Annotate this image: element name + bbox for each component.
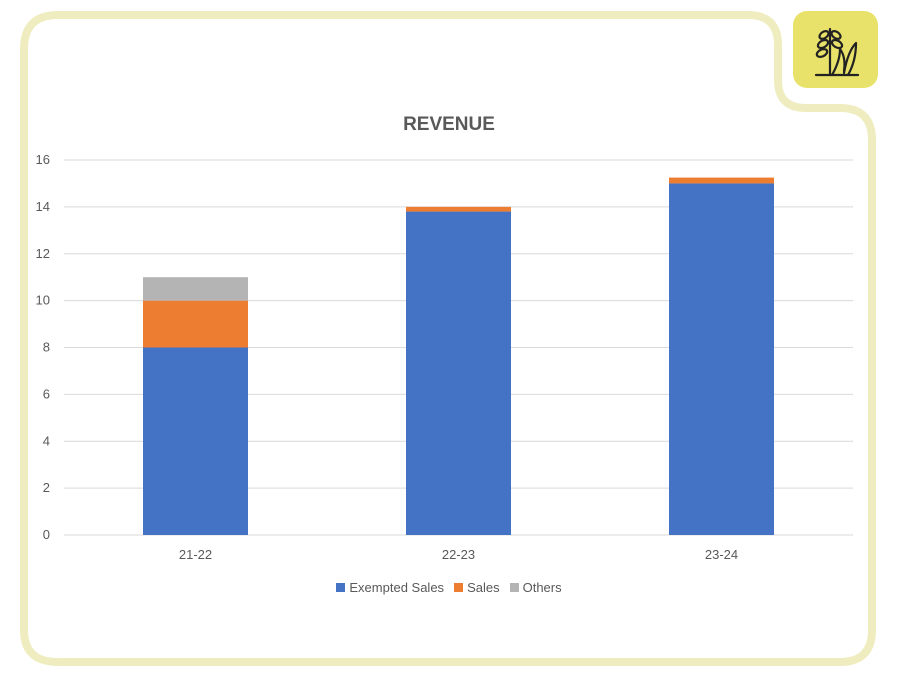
bar-segment: [143, 277, 248, 301]
bar-segment: [406, 211, 511, 535]
wheat-leaf-icon: [814, 27, 859, 76]
y-tick-label: 6: [43, 386, 50, 401]
x-tick-label: 23-24: [705, 547, 738, 562]
legend-item: Others: [509, 580, 562, 595]
y-tick-label: 16: [36, 152, 50, 167]
legend-swatch: [509, 583, 519, 592]
chart-legend: Exempted Sales Sales Others: [0, 580, 898, 595]
x-tick-label: 21-22: [179, 547, 212, 562]
bar-segment: [143, 347, 248, 535]
chart-title: REVENUE: [403, 114, 495, 135]
x-tick-label: 22-23: [442, 547, 475, 562]
y-tick-label: 14: [36, 199, 50, 214]
y-tick-label: 0: [43, 527, 50, 542]
brand-badge: [793, 11, 878, 88]
y-tick-label: 8: [43, 340, 50, 355]
y-tick-label: 12: [36, 246, 50, 261]
legend-item: Exempted Sales: [336, 580, 444, 595]
y-tick-label: 10: [36, 293, 50, 308]
y-tick-label: 4: [43, 433, 50, 448]
legend-label: Sales: [467, 580, 500, 595]
bar-segment: [406, 206, 511, 212]
bar-segment: [143, 300, 248, 348]
legend-swatch: [336, 583, 346, 592]
bar-segment: [669, 177, 774, 184]
legend-label: Exempted Sales: [349, 580, 445, 595]
legend-label: Others: [522, 580, 562, 595]
legend-swatch: [454, 583, 464, 592]
bar-segment: [669, 183, 774, 535]
legend-item: Sales: [454, 580, 500, 595]
y-tick-label: 2: [43, 480, 50, 495]
